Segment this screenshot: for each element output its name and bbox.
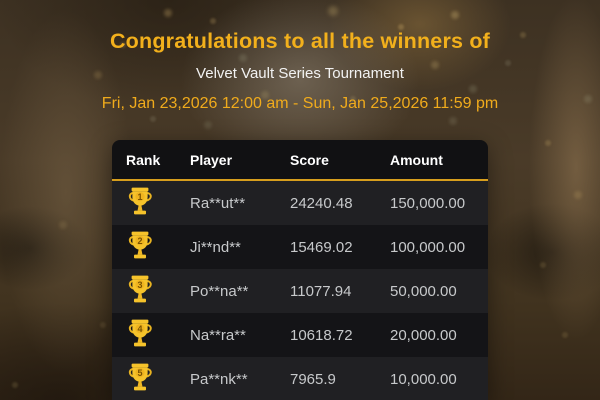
score-value: 11077.94 [290, 282, 352, 300]
trophy-rank-number: 4 [137, 324, 142, 334]
player-name: Ra**ut** [190, 194, 246, 212]
trophy-rank-number: 3 [137, 280, 142, 290]
table-body: 1 Ra**ut** 24240.48 150,000.00 2 [112, 181, 488, 400]
column-header-score: Score [290, 151, 329, 168]
rank-cell: 2 [126, 230, 190, 264]
score-value: 10618.72 [290, 326, 353, 344]
score-value: 24240.48 [290, 194, 353, 212]
rank-cell: 3 [126, 274, 190, 308]
trophy-icon: 1 [127, 186, 153, 216]
player-name: Po**na** [190, 282, 249, 300]
rank-cell: 5 [126, 362, 190, 396]
amount-value: 10,000.00 [390, 370, 457, 388]
column-header-rank: Rank [126, 151, 161, 168]
trophy-icon: 3 [127, 274, 153, 304]
table-row: 3 Po**na** 11077.94 50,000.00 [112, 269, 488, 313]
page-title: Congratulations to all the winners of [109, 29, 491, 53]
rank-cell: 4 [126, 318, 190, 352]
trophy-icon: 2 [127, 230, 153, 260]
rank-cell: 1 [126, 186, 190, 220]
player-name: Na**ra** [190, 326, 246, 344]
trophy-icon: 5 [127, 362, 153, 392]
amount-value: 20,000.00 [390, 326, 457, 344]
amount-value: 150,000.00 [390, 194, 466, 212]
trophy-rank-number: 1 [137, 192, 142, 202]
column-header-amount: Amount [390, 151, 443, 168]
player-name: Ji**nd** [190, 238, 241, 256]
table-row: 2 Ji**nd** 15469.02 100,000.00 [112, 225, 488, 269]
table-row: 5 Pa**nk** 7965.9 10,000.00 [112, 357, 488, 400]
score-value: 15469.02 [290, 238, 353, 256]
table-header-row: Rank Player Score Amount [112, 140, 488, 181]
trophy-icon: 4 [127, 318, 153, 348]
trophy-rank-number: 2 [137, 236, 142, 246]
winners-table: Rank Player Score Amount 1 [112, 140, 488, 400]
trophy-rank-number: 5 [137, 368, 142, 378]
tournament-date-range: Fri, Jan 23,2026 12:00 am - Sun, Jan 25,… [101, 95, 499, 112]
column-header-player: Player [190, 151, 233, 168]
table-row: 4 Na**ra** 10618.72 20,000.00 [112, 313, 488, 357]
amount-value: 50,000.00 [390, 282, 457, 300]
score-value: 7965.9 [290, 370, 336, 388]
player-name: Pa**nk** [190, 370, 248, 388]
amount-value: 100,000.00 [390, 238, 466, 256]
table-row: 1 Ra**ut** 24240.48 150,000.00 [112, 181, 488, 225]
tournament-name: Velvet Vault Series Tournament [196, 65, 404, 82]
